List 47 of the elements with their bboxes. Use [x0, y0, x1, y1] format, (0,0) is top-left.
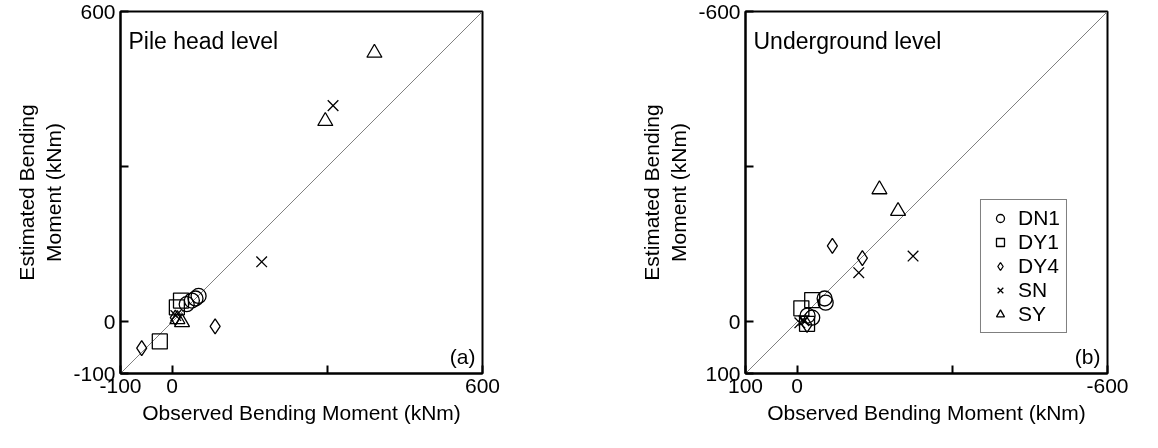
point: [852, 266, 865, 279]
x-axis-title: Observed Bending Moment (kNm): [142, 400, 461, 424]
legend-label: DY1: [1017, 230, 1059, 254]
point: [172, 292, 190, 309]
point: [183, 292, 201, 309]
y-tick-label: 0: [103, 309, 116, 333]
point: [327, 99, 339, 112]
y-tick-label: 0: [728, 309, 741, 333]
point: [793, 316, 806, 329]
x-tick-label: 600: [464, 373, 501, 397]
point: [804, 291, 821, 309]
point: [871, 180, 888, 195]
point: [255, 255, 268, 268]
point: [793, 300, 810, 317]
point: [889, 201, 907, 217]
x-tick-label: 0: [166, 373, 179, 397]
y-tick-label: 600: [80, 0, 116, 23]
point: [151, 333, 168, 350]
legend-label: DN1: [1017, 206, 1060, 230]
legend-label: SN: [1017, 278, 1048, 302]
point: [826, 237, 839, 254]
point: [856, 250, 869, 267]
point: [178, 296, 195, 313]
y-axis-title: Estimated Bending Moment (kNm): [639, 104, 691, 281]
point: [817, 294, 834, 311]
point: [366, 43, 383, 58]
point: [209, 318, 221, 335]
x-tick-label: 0: [791, 373, 804, 397]
annotation: (b): [1074, 344, 1101, 368]
legend-label: DY4: [1017, 254, 1059, 278]
point: [168, 299, 186, 316]
x-tick-label: -600: [1086, 373, 1129, 397]
point: [799, 307, 816, 324]
annotation: Pile head level: [128, 27, 279, 54]
point: [169, 309, 182, 322]
point: [816, 290, 833, 307]
y-axis-title: Estimated Bending Moment (kNm): [14, 104, 66, 281]
legend-label: SY: [1017, 302, 1046, 326]
point: [169, 309, 181, 326]
annotation: Underground level: [753, 27, 942, 54]
x-axis-title: Observed Bending Moment (kNm): [767, 400, 1086, 424]
point: [317, 111, 334, 127]
annotation: (a): [449, 344, 476, 368]
point: [907, 250, 920, 263]
point: [136, 340, 148, 357]
y-tick-label: -600: [698, 0, 741, 23]
point: [804, 309, 821, 326]
